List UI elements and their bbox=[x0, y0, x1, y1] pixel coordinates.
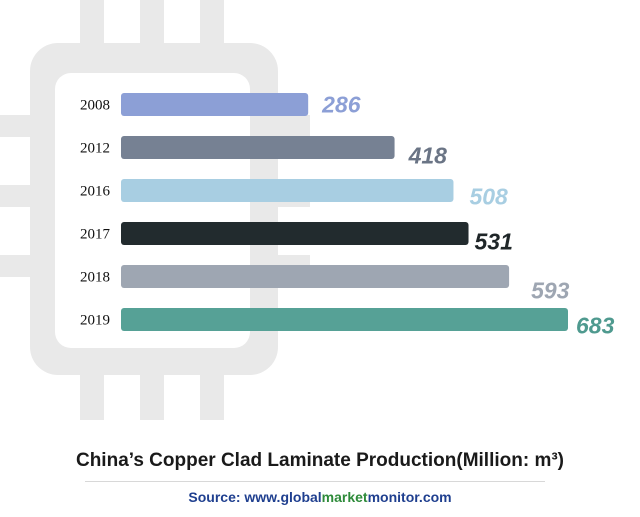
chip-pin bbox=[80, 375, 104, 420]
title-divider bbox=[85, 481, 545, 482]
source-site-mid: market bbox=[321, 489, 368, 505]
bar-row-2019 bbox=[121, 308, 568, 331]
bar-row-2017 bbox=[121, 222, 469, 245]
value-label: 593 bbox=[531, 278, 570, 304]
chip-pin bbox=[0, 115, 30, 137]
year-label: 2018 bbox=[80, 270, 110, 286]
bar-row-2008 bbox=[121, 93, 309, 116]
chip-pin bbox=[0, 185, 30, 207]
year-label: 2016 bbox=[80, 184, 111, 200]
year-label: 2019 bbox=[80, 313, 110, 329]
value-label: 508 bbox=[469, 184, 508, 210]
bar-row-2016 bbox=[121, 179, 454, 202]
value-label: 683 bbox=[576, 313, 615, 339]
source-site-end: monitor.com bbox=[367, 489, 452, 505]
year-label: 2012 bbox=[80, 141, 110, 157]
value-label: 286 bbox=[321, 92, 361, 118]
bar-row-2012 bbox=[121, 136, 395, 159]
chip-pin bbox=[140, 375, 164, 420]
year-label: 2008 bbox=[80, 98, 110, 114]
bars-layer: 2008 286 2012 418 2016 508 2017 531 2018 593 2019 6… bbox=[80, 92, 615, 339]
chip-pin bbox=[140, 0, 164, 43]
chip-pin bbox=[80, 0, 104, 43]
chip-pin bbox=[200, 375, 224, 420]
value-label: 418 bbox=[408, 143, 448, 169]
source-prefix: Source: bbox=[188, 489, 245, 505]
source-site-start: www.global bbox=[244, 489, 322, 505]
chip-pin bbox=[0, 255, 30, 277]
chip-illustration bbox=[0, 0, 310, 420]
value-label: 531 bbox=[475, 229, 513, 255]
chip-pin bbox=[278, 115, 310, 137]
source-line: Source: www.globalmarketmonitor.com bbox=[0, 489, 640, 505]
chip-pin bbox=[200, 0, 224, 43]
bar-row-2018 bbox=[121, 265, 510, 288]
year-label: 2017 bbox=[80, 227, 111, 243]
chart-title: China’s Copper Clad Laminate Production(… bbox=[75, 450, 565, 471]
